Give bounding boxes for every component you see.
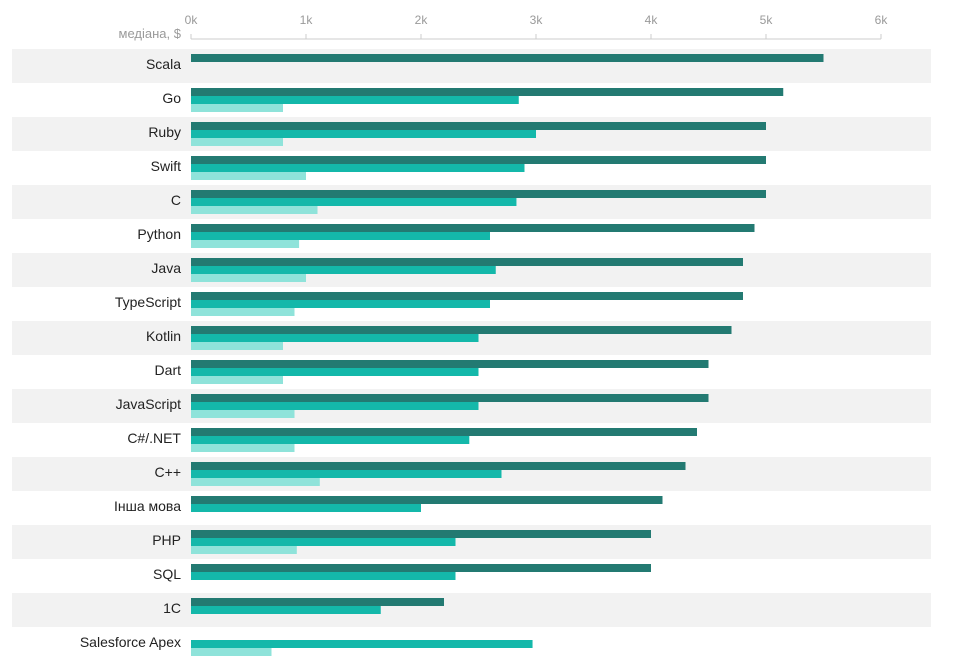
bar: [191, 292, 743, 300]
bar: [191, 96, 519, 104]
bar: [191, 232, 490, 240]
x-tick-label: 1k: [300, 13, 314, 27]
bar: [191, 240, 300, 248]
category-label: Kotlin: [146, 328, 181, 344]
category-label: JavaScript: [116, 396, 181, 412]
x-tick-label: 2k: [415, 13, 429, 27]
category-labels: Scala Go Ruby Swift C Python Java TypeScript Kot…: [80, 56, 182, 650]
category-label: PHP: [152, 532, 181, 548]
bar: [191, 572, 456, 580]
bar: [191, 546, 297, 554]
category-label: Salesforce Apex: [80, 634, 181, 650]
bar: [191, 334, 479, 342]
row-band: [12, 593, 931, 627]
category-label: Python: [137, 226, 181, 242]
category-label: TypeScript: [115, 294, 181, 310]
x-tick-label: 4k: [645, 13, 659, 27]
category-label: SQL: [153, 566, 181, 582]
bar: [191, 190, 766, 198]
bar: [191, 402, 479, 410]
bar: [191, 538, 456, 546]
bar: [191, 130, 536, 138]
x-tick-label: 0k: [185, 13, 199, 27]
category-label: C: [171, 192, 181, 208]
bar: [191, 444, 295, 452]
bar: [191, 504, 421, 512]
bar: [191, 648, 272, 656]
bar: [191, 368, 479, 376]
x-tick-label: 5k: [760, 13, 774, 27]
bar: [191, 394, 709, 402]
bar: [191, 198, 517, 206]
category-label: Java: [151, 260, 181, 276]
bar: [191, 470, 502, 478]
category-label: Ruby: [148, 124, 181, 140]
category-label: Dart: [155, 362, 182, 378]
category-label: Go: [162, 90, 181, 106]
x-axis-unit-label: медіана, $: [119, 26, 182, 41]
bar: [191, 258, 743, 266]
category-label: Інша мова: [114, 498, 181, 514]
bar: [191, 300, 490, 308]
bar: [191, 410, 295, 418]
bar: [191, 640, 533, 648]
bar: [191, 598, 444, 606]
bar: [191, 104, 283, 112]
bar: [191, 478, 320, 486]
bar: [191, 342, 283, 350]
bar: [191, 496, 663, 504]
bar: [191, 376, 283, 384]
bar: [191, 606, 381, 614]
bar: [191, 224, 755, 232]
bar: [191, 156, 766, 164]
bar: [191, 326, 732, 334]
category-label: 1C: [163, 600, 181, 616]
bars: [191, 54, 824, 656]
bar: [191, 164, 525, 172]
category-label: Scala: [146, 56, 181, 72]
x-tick-label: 6k: [875, 13, 889, 27]
bar: [191, 530, 651, 538]
category-label: C#/.NET: [127, 430, 181, 446]
bar: [191, 436, 470, 444]
bar: [191, 428, 697, 436]
bar: [191, 172, 306, 180]
category-label: C++: [155, 464, 181, 480]
bar: [191, 462, 686, 470]
bar: [191, 308, 295, 316]
bar: [191, 88, 784, 96]
bar: [191, 138, 283, 146]
bar: [191, 54, 824, 62]
bar: [191, 360, 709, 368]
bar: [191, 122, 766, 130]
bar: [191, 266, 496, 274]
bar: [191, 274, 306, 282]
bar: [191, 564, 651, 572]
category-label: Swift: [151, 158, 181, 174]
x-tick-label: 3k: [530, 13, 544, 27]
bar: [191, 206, 318, 214]
x-axis-ticks: 0k 1k 2k 3k 4k 5k 6k: [185, 13, 889, 39]
